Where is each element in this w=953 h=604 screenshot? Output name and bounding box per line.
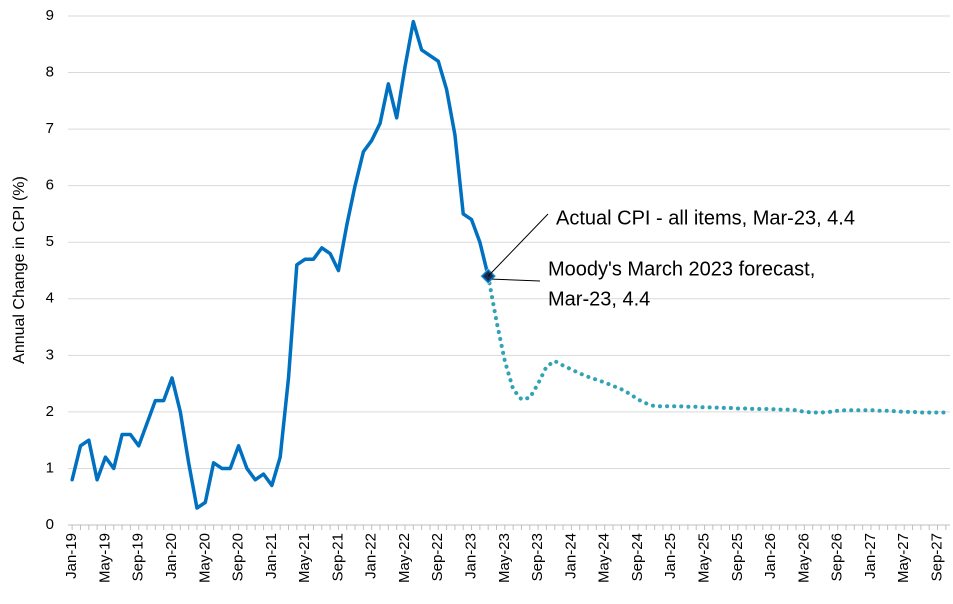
leader-line — [492, 278, 541, 282]
y-axis-label: Annual Change in CPI (%) — [11, 176, 28, 364]
x-tick-label: Jan-21 — [263, 533, 280, 579]
leader-line — [487, 213, 549, 277]
x-tick-label: Jan-26 — [762, 533, 779, 579]
x-tick-label: May-21 — [296, 533, 313, 583]
x-tick-label: May-24 — [596, 533, 613, 583]
x-tick-label: Jan-22 — [363, 533, 380, 579]
x-tick-label: Jan-25 — [662, 533, 679, 579]
y-tick-label: 2 — [46, 403, 54, 420]
x-tick-label: May-27 — [895, 533, 912, 583]
y-tick-label: 8 — [46, 64, 54, 81]
series-line — [486, 274, 948, 415]
y-tick-label: 3 — [46, 346, 54, 363]
annotation: Moody's March 2023 forecast, — [548, 258, 815, 280]
x-tick-label: May-26 — [795, 533, 812, 583]
x-tick-label: Sep-20 — [230, 533, 247, 581]
x-tick-label: May-25 — [696, 533, 713, 583]
x-tick-label: Sep-19 — [130, 533, 147, 581]
x-tick-label: Jan-27 — [862, 533, 879, 579]
x-tick-label: Jan-20 — [163, 533, 180, 579]
y-tick-label: 0 — [46, 516, 54, 533]
series-line — [70, 19, 490, 510]
x-tick-label: Jan-23 — [463, 533, 480, 579]
x-tick-label: Sep-26 — [829, 533, 846, 581]
y-tick-label: 4 — [46, 290, 54, 307]
x-tick-label: May-22 — [396, 533, 413, 583]
x-tick-label: Sep-22 — [429, 533, 446, 581]
y-tick-label: 7 — [46, 120, 54, 137]
x-tick-label: Jan-24 — [562, 533, 579, 579]
x-tick-label: May-23 — [496, 533, 513, 583]
annotation: Mar-23, 4.4 — [548, 288, 650, 310]
y-tick-label: 9 — [46, 7, 54, 24]
x-tick-label: Sep-24 — [629, 533, 646, 581]
x-tick-label: May-19 — [96, 533, 113, 583]
x-tick-label: Sep-27 — [928, 533, 945, 581]
x-tick-label: Sep-21 — [329, 533, 346, 581]
y-tick-label: 1 — [46, 459, 54, 476]
x-tick-label: Jan-19 — [63, 533, 80, 579]
x-tick-label: May-20 — [196, 533, 213, 583]
x-tick-label: Sep-23 — [529, 533, 546, 581]
y-tick-label: 6 — [46, 177, 54, 194]
x-tick-label: Sep-25 — [729, 533, 746, 581]
y-tick-label: 5 — [46, 233, 54, 250]
annotation: Actual CPI - all items, Mar-23, 4.4 — [556, 207, 855, 229]
